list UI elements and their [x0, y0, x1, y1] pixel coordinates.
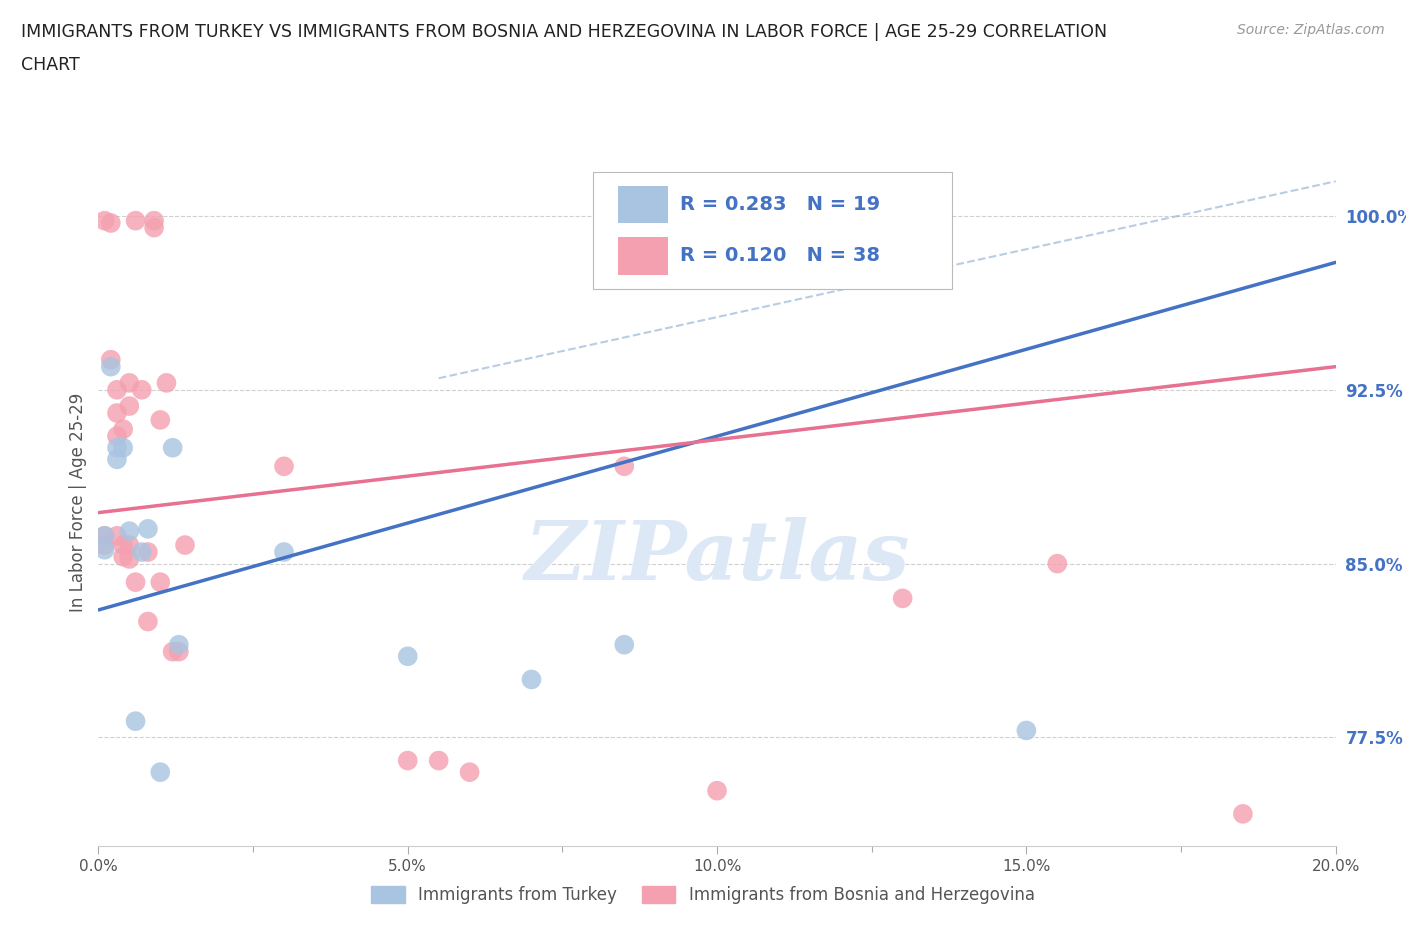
- Point: [100, 216, 122, 231]
- Point: [118, 538, 141, 552]
- Point: [143, 213, 166, 228]
- Point: [136, 545, 159, 560]
- Point: [93, 542, 115, 557]
- Point: [112, 422, 135, 437]
- Text: IMMIGRANTS FROM TURKEY VS IMMIGRANTS FROM BOSNIA AND HERZEGOVINA IN LABOR FORCE : IMMIGRANTS FROM TURKEY VS IMMIGRANTS FRO…: [21, 23, 1107, 41]
- Point: [162, 644, 184, 659]
- Point: [613, 637, 636, 652]
- FancyBboxPatch shape: [593, 172, 952, 289]
- Point: [167, 644, 190, 659]
- Point: [118, 551, 141, 566]
- Text: CHART: CHART: [21, 56, 80, 73]
- Point: [1232, 806, 1254, 821]
- Point: [613, 458, 636, 473]
- Point: [1015, 723, 1038, 737]
- Point: [427, 753, 450, 768]
- Point: [891, 591, 914, 605]
- Text: R = 0.283   N = 19: R = 0.283 N = 19: [681, 194, 880, 214]
- Point: [706, 783, 728, 798]
- Point: [155, 376, 177, 391]
- Text: ZIPatlas: ZIPatlas: [524, 517, 910, 597]
- Point: [105, 405, 128, 420]
- FancyBboxPatch shape: [619, 237, 668, 275]
- Point: [458, 764, 481, 779]
- Text: Source: ZipAtlas.com: Source: ZipAtlas.com: [1237, 23, 1385, 37]
- Point: [105, 452, 128, 467]
- Point: [112, 538, 135, 552]
- Point: [124, 575, 146, 590]
- Point: [131, 382, 153, 397]
- Point: [149, 575, 172, 590]
- Point: [105, 528, 128, 543]
- Point: [162, 440, 184, 455]
- Point: [124, 213, 146, 228]
- Point: [93, 528, 115, 543]
- Text: R = 0.120   N = 38: R = 0.120 N = 38: [681, 246, 880, 265]
- Point: [93, 538, 115, 552]
- Point: [273, 545, 295, 560]
- Point: [100, 359, 122, 374]
- Point: [105, 382, 128, 397]
- Point: [112, 440, 135, 455]
- Point: [136, 614, 159, 629]
- Point: [93, 213, 115, 228]
- Point: [136, 522, 159, 537]
- Point: [396, 753, 419, 768]
- Point: [118, 376, 141, 391]
- FancyBboxPatch shape: [619, 186, 668, 223]
- Point: [100, 352, 122, 367]
- Point: [93, 528, 115, 543]
- Point: [124, 713, 146, 728]
- Point: [118, 524, 141, 538]
- Point: [273, 458, 295, 473]
- Point: [105, 440, 128, 455]
- Point: [118, 399, 141, 414]
- Point: [1046, 556, 1069, 571]
- Point: [174, 538, 197, 552]
- Point: [143, 220, 166, 235]
- Point: [706, 208, 728, 223]
- Point: [112, 550, 135, 565]
- Point: [167, 637, 190, 652]
- Legend: Immigrants from Turkey, Immigrants from Bosnia and Herzegovina: Immigrants from Turkey, Immigrants from …: [363, 878, 1043, 912]
- Point: [131, 545, 153, 560]
- Point: [396, 649, 419, 664]
- Y-axis label: In Labor Force | Age 25-29: In Labor Force | Age 25-29: [69, 392, 87, 612]
- Point: [105, 429, 128, 444]
- Point: [149, 413, 172, 428]
- Point: [149, 764, 172, 779]
- Point: [520, 672, 543, 687]
